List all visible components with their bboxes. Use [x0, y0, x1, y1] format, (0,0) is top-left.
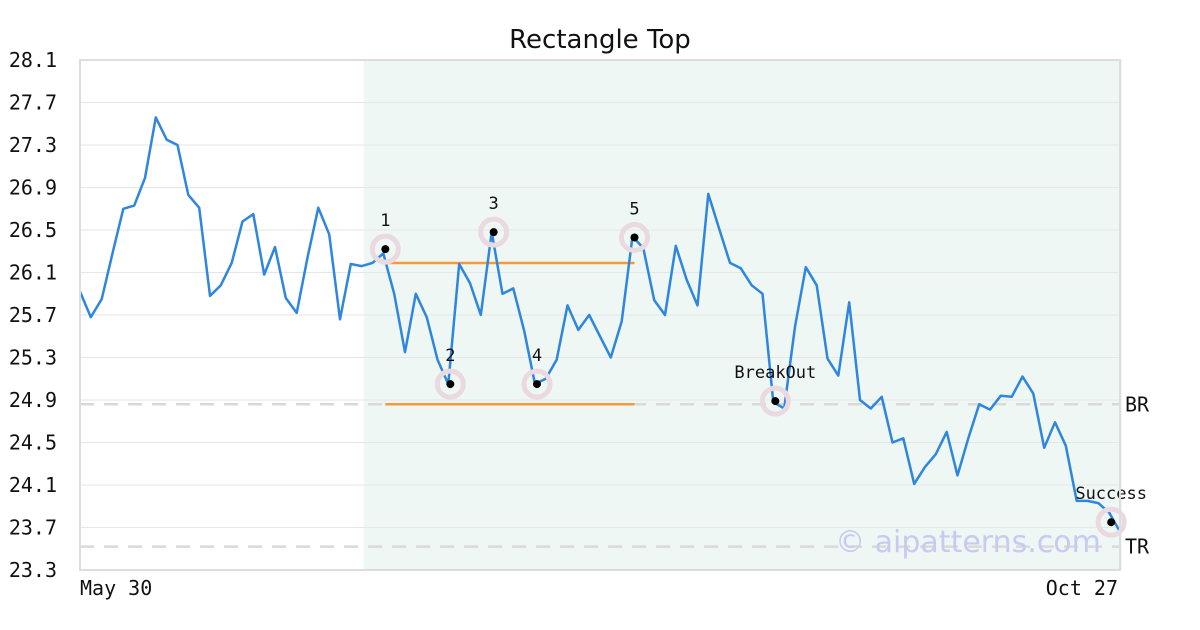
- annotation-ring: [759, 385, 791, 417]
- y-tick-label: 27.3: [9, 133, 57, 157]
- annotation-label: 5: [629, 199, 639, 219]
- annotation-ring: [1095, 506, 1127, 538]
- annotation-dot: [630, 233, 639, 242]
- annotation-label: 4: [532, 346, 542, 366]
- annotation-label: 2: [445, 346, 455, 366]
- annotation-dot: [1107, 518, 1116, 527]
- y-tick-label: 26.5: [9, 218, 57, 242]
- annotation-dot: [381, 245, 390, 254]
- annotation-markers-layer: 1 2 3 4 5 BreakOut Success: [369, 194, 1147, 538]
- annotation-ring: [369, 233, 401, 265]
- y-tick-label: 24.1: [9, 473, 57, 497]
- y-tick-label: 25.7: [9, 303, 57, 327]
- level-lines-layer: BR TR: [80, 392, 1150, 559]
- annotation-dot: [446, 380, 455, 389]
- y-tick-label: 23.7: [9, 516, 57, 540]
- annotation-dot: [489, 228, 498, 237]
- annotation-ring: [434, 368, 466, 400]
- level-label-br: BR: [1125, 392, 1150, 416]
- x-tick-label: May 30: [80, 576, 152, 600]
- y-axis-ticks: 28.1 27.7 27.3 26.9 26.5 26.1 25.7 25.3 24.9 24.5…: [9, 48, 57, 582]
- y-tick-label: 26.9: [9, 176, 57, 200]
- chart-title: Rectangle Top: [509, 25, 691, 55]
- annotation-ring: [521, 368, 553, 400]
- y-tick-label: 24.5: [9, 431, 57, 455]
- watermark: © aipatterns.com: [835, 525, 1101, 560]
- level-label-tr: TR: [1125, 535, 1150, 559]
- y-tick-label: 27.7: [9, 91, 57, 115]
- annotation-dot: [771, 397, 780, 406]
- series-layer: [78, 116, 1122, 533]
- annotation-label: 3: [489, 194, 499, 214]
- x-axis-ticks: May 30 Oct 27: [80, 576, 1118, 600]
- annotation-label: Success: [1075, 484, 1147, 504]
- annotation-ring: [478, 216, 510, 248]
- annotation-label: 1: [380, 211, 390, 231]
- y-tick-label: 25.3: [9, 346, 57, 370]
- rectangle-lines-layer: [385, 261, 635, 406]
- price-line: [78, 116, 1122, 533]
- annotation-label: BreakOut: [734, 363, 816, 383]
- annotation-dot: [533, 380, 541, 389]
- plot-frame: [79, 59, 1121, 571]
- y-tick-label: 24.9: [9, 388, 57, 412]
- x-tick-label: Oct 27: [1046, 576, 1118, 600]
- y-tick-label: 26.1: [9, 261, 57, 285]
- annotation-ring: [619, 221, 650, 253]
- y-tick-label: 28.1: [9, 48, 57, 72]
- y-tick-label: 23.3: [9, 558, 57, 582]
